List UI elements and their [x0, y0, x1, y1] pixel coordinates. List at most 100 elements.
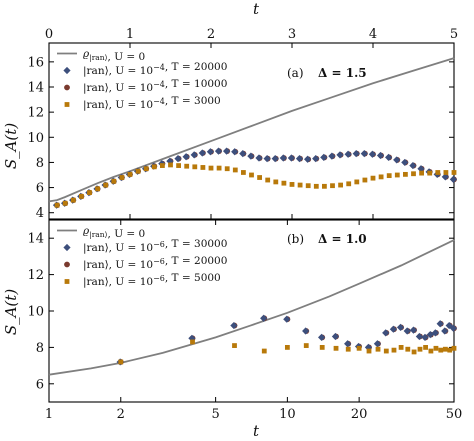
top-diamond-point: [368, 150, 376, 158]
top-diamond-point: [360, 150, 368, 158]
top-xtick-label: 5: [450, 27, 458, 42]
top-square-point: [346, 181, 352, 187]
bottom-square-point: [345, 346, 351, 352]
top-ytick-label: 16: [27, 55, 44, 70]
bottom-square-point: [284, 345, 290, 350]
top-square-point: [394, 172, 400, 178]
bottom-xtick-label: 50: [446, 407, 463, 422]
top-diamond-point: [247, 152, 255, 160]
top-xtick-label: 0: [45, 27, 53, 42]
top-diamond-point: [231, 148, 239, 156]
bottom-square-point: [438, 347, 444, 353]
bottom-square-point: [398, 345, 404, 350]
top-diamond-point: [174, 155, 182, 163]
top-square-point: [330, 183, 335, 189]
bottom-square-point: [428, 348, 434, 354]
bottom-square-point: [423, 345, 428, 350]
top-square-point: [135, 168, 141, 174]
panel-a-ylabel: S_A(t): [2, 123, 20, 169]
top-diamond-point: [336, 151, 344, 159]
top-square-point: [257, 175, 262, 180]
bottom-diamond-point: [364, 343, 373, 351]
bottom-square-point: [391, 347, 397, 353]
panel-b-marks: [48, 239, 457, 376]
bottom-square-point: [405, 346, 411, 352]
bottom-diamond-point: [431, 329, 439, 337]
bottom-ytick-label: 10: [27, 305, 44, 320]
top-xtick-label: 4: [369, 27, 377, 42]
bottom-diamond-point: [389, 325, 397, 333]
bottom-legend-diamond: [63, 243, 71, 252]
top-square-point: [119, 175, 125, 180]
bottom-diamond-point: [436, 320, 444, 328]
bottom-series-line: [48, 239, 455, 376]
bottom-diamond-point: [403, 327, 411, 335]
top-square-point: [386, 173, 392, 179]
top-square-point: [151, 164, 157, 170]
top-square-point: [54, 202, 60, 208]
top-square-point: [322, 183, 327, 189]
bottom-diamond-point: [188, 334, 196, 342]
bottom-xlabel: t: [253, 422, 260, 440]
top-diamond-point: [279, 154, 287, 162]
bottom-xtick-label: 2: [117, 407, 125, 422]
top-diamond-point: [271, 155, 279, 163]
bottom-xtick-label: 20: [351, 407, 368, 422]
top-square-point: [87, 190, 92, 195]
bottom-legend-entry: |ran⟩, U = 10−6, T = 5000: [83, 272, 221, 289]
top-square-point: [265, 177, 271, 183]
top-legend-circle: [64, 84, 70, 91]
top-legend-entry: |ran⟩, U = 10−4, T = 3000: [83, 95, 221, 112]
top-diamond-point: [182, 153, 190, 161]
top-square-point: [378, 174, 384, 180]
bottom-square-point: [190, 339, 195, 345]
top-square-point: [224, 166, 230, 172]
bottom-square-point: [319, 345, 325, 350]
top-diamond-point: [352, 150, 360, 158]
bottom-xtick-label: 10: [279, 407, 296, 422]
top-square-point: [216, 165, 222, 171]
top-ytick-label: 4: [36, 206, 44, 221]
bottom-diamond-point: [415, 332, 423, 341]
top-diamond-point: [206, 148, 214, 156]
bottom-diamond-point: [426, 331, 434, 339]
top-square-point: [184, 163, 190, 169]
top-square-point: [160, 163, 165, 168]
bottom-diamond-point: [449, 324, 457, 332]
top-square-point: [419, 170, 424, 176]
bottom-diamond-point: [396, 323, 405, 331]
bottom-diamond-point: [409, 326, 418, 334]
bottom-square-point: [383, 348, 389, 354]
top-diamond-point: [312, 155, 320, 163]
top-square-point: [435, 170, 441, 175]
bottom-diamond-point: [302, 327, 310, 335]
top-square-point: [451, 170, 457, 175]
top-diamond-point: [263, 155, 271, 163]
panel-b-label: (b): [287, 232, 304, 246]
top-square-point: [232, 167, 238, 173]
bottom-diamond-point: [331, 332, 340, 341]
top-legend-entry: ϱ|ran⟩, U = 0: [83, 48, 145, 63]
bottom-diamond-point: [260, 314, 268, 322]
bottom-square-point: [411, 349, 417, 355]
top-square-point: [127, 171, 133, 177]
top-square-point: [168, 162, 173, 168]
bottom-square-point: [442, 346, 448, 352]
bottom-square-point: [261, 348, 267, 354]
top-diamond-point: [401, 158, 409, 167]
bottom-ytick-label: 8: [36, 341, 44, 356]
top-diamond-point: [255, 154, 263, 162]
top-square-point: [62, 200, 68, 206]
top-square-point: [297, 182, 303, 188]
top-square-point: [411, 171, 416, 177]
panel-a-legend: ϱ|ran⟩, U = 0|ran⟩, U = 10−4, T = 20000|…: [57, 48, 227, 112]
top-diamond-point: [328, 152, 336, 160]
top-square-point: [427, 170, 433, 176]
bottom-square-point: [433, 345, 439, 351]
top-diamond-point: [320, 153, 328, 161]
top-xlabel: t: [253, 0, 260, 18]
